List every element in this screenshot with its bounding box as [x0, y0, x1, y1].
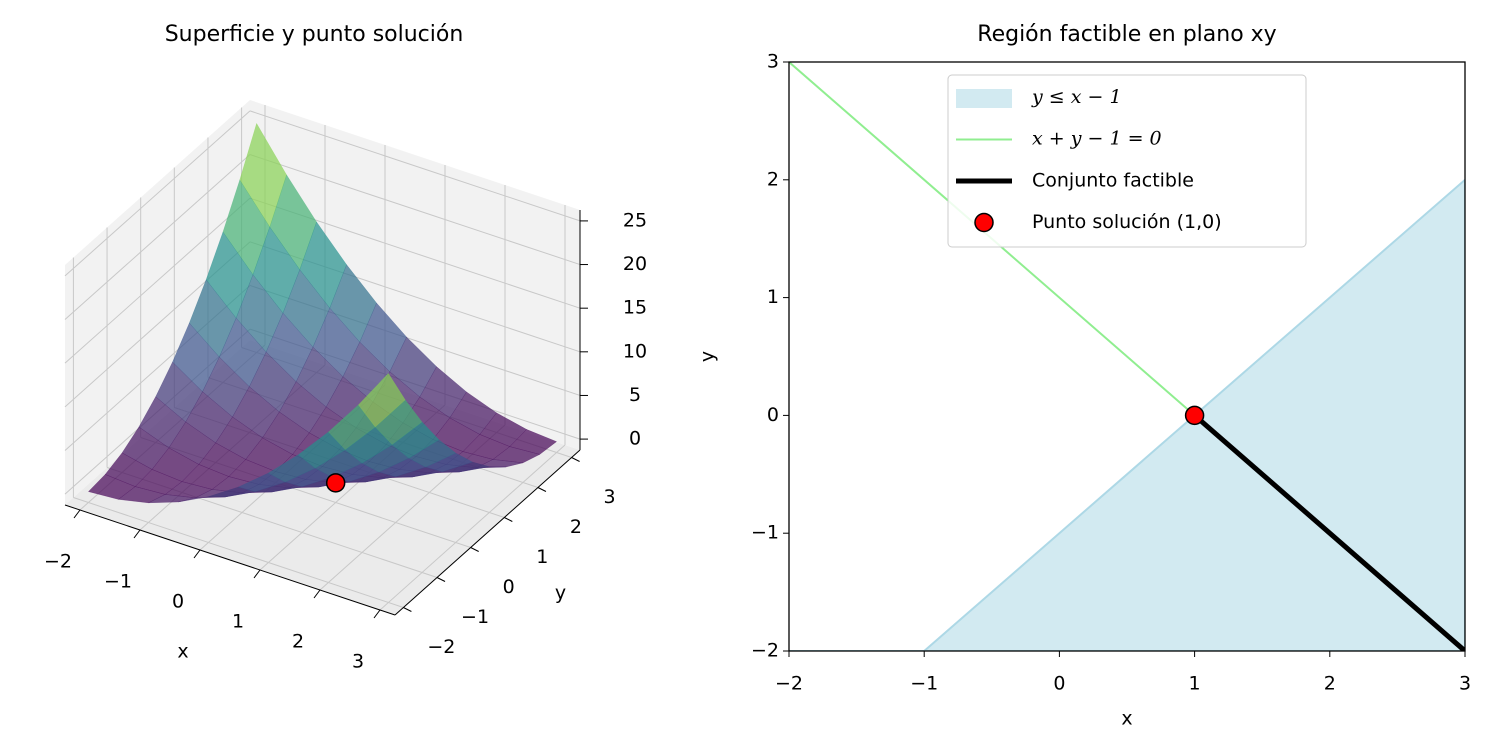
y-tick-label: −2 [751, 640, 779, 662]
y-tick-label: 2 [570, 516, 582, 538]
z-tick-label: 0 [629, 428, 641, 450]
tick-mark [470, 547, 479, 552]
axis-line [394, 449, 581, 616]
grid-line [64, 110, 251, 277]
legend-label: y ≤ x − 1 [1031, 86, 1122, 108]
x-tick-label: 1 [1189, 673, 1201, 695]
line [1192, 413, 1465, 651]
grid-line [249, 154, 581, 266]
surface-patch [408, 439, 457, 468]
legend-label: x + y − 1 = 0 [1032, 128, 1162, 150]
solution-point [325, 473, 346, 493]
y-tick-label: −1 [751, 522, 779, 544]
z-tick-label: 25 [623, 209, 647, 231]
legend-box [947, 74, 1307, 248]
legend-label: Conjunto factible [1032, 170, 1194, 192]
solution-point [1184, 405, 1205, 426]
x-tick-label: 3 [1459, 673, 1471, 695]
y-tick-label: 2 [767, 168, 779, 190]
x-tick-label: 1 [232, 611, 244, 633]
z-tick-label: 10 [623, 340, 647, 362]
surface-patch [358, 373, 406, 428]
feasible-region [789, 178, 1465, 651]
tick-mark [253, 569, 261, 579]
x-tick-label: 2 [292, 631, 304, 653]
y-tick-label: −2 [427, 636, 455, 658]
y-tick-label: 1 [767, 286, 779, 308]
x-tick-label: 3 [352, 651, 364, 673]
grid-line [379, 444, 566, 611]
pane [65, 100, 250, 505]
tick-mark [73, 509, 81, 519]
x-tick-label: 2 [1324, 673, 1336, 695]
legend-swatch [974, 212, 994, 233]
tick-mark [133, 529, 141, 539]
grid-line [64, 197, 251, 364]
grid-line [64, 154, 251, 320]
x-tick-label: 0 [172, 591, 184, 613]
tick-mark [193, 549, 201, 559]
legend-label: Punto solución (1,0) [1032, 211, 1222, 233]
z-tick-label: 15 [623, 297, 647, 319]
chart-title: Superficie y punto solución [165, 22, 464, 47]
x-axis-label: x [177, 641, 188, 663]
chart-title: Región factible en plano xy [977, 22, 1276, 47]
plot-area [789, 62, 1465, 651]
x-tick-label: −2 [775, 673, 803, 695]
surface-patch [476, 459, 524, 469]
y-tick-label: 0 [767, 404, 779, 426]
grid-line [249, 110, 581, 222]
legend-swatch [956, 89, 1012, 108]
y-tick-label: −1 [461, 606, 489, 628]
z-tick-label: 20 [623, 253, 647, 275]
y-axis-label: y [697, 351, 719, 362]
tick-mark [537, 487, 547, 492]
x-tick-label: −1 [104, 571, 132, 593]
y-tick-label: 3 [767, 51, 779, 73]
y-tick-label: 0 [503, 576, 515, 598]
z-tick-label: 5 [629, 384, 641, 406]
tick-mark [504, 517, 513, 522]
tick-mark [436, 577, 446, 582]
tick-mark [373, 609, 381, 619]
y-tick-label: 3 [604, 486, 616, 508]
tick-mark [571, 457, 580, 462]
x-tick-label: −2 [44, 551, 72, 573]
axis-line [64, 504, 396, 616]
tick-mark [313, 589, 321, 599]
grid-line [73, 497, 404, 608]
y-axis-label: y [555, 582, 566, 604]
x-tick-label: −1 [910, 673, 938, 695]
tick-mark [403, 607, 412, 612]
y-tick-label: 1 [536, 546, 548, 568]
x-tick-label: 0 [1053, 673, 1065, 695]
x-axis-label: x [1121, 708, 1132, 730]
axes-frame [788, 61, 1466, 652]
